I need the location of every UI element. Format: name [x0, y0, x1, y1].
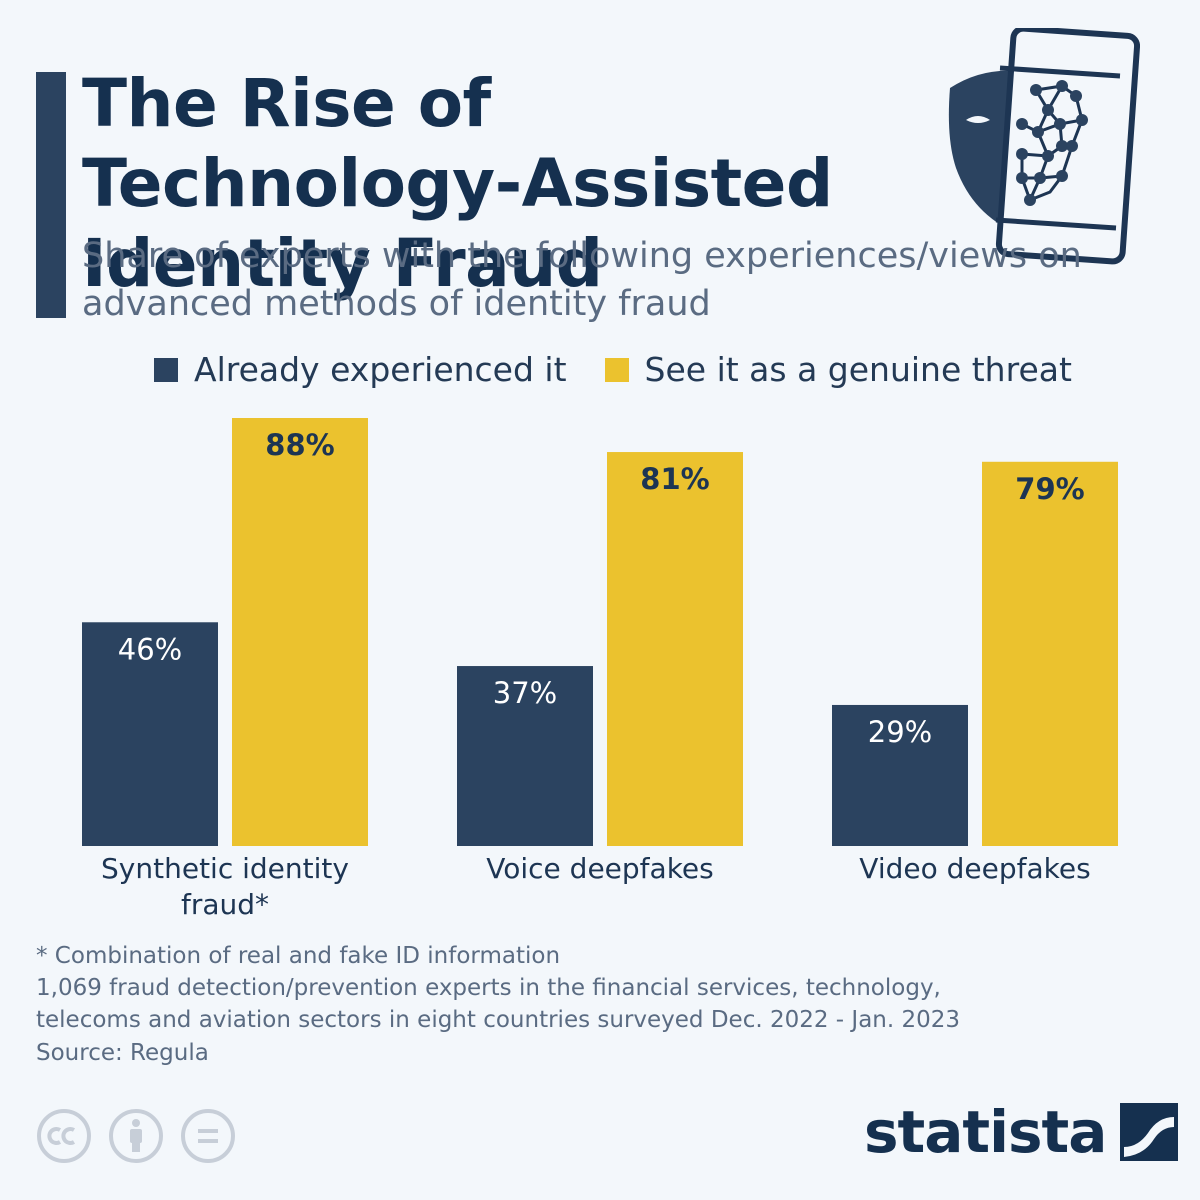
mask-phone-face-scan-icon	[948, 28, 1140, 265]
footnote-asterisk: * Combination of real and fake ID inform…	[36, 943, 561, 969]
data-label-experienced-1: 37%	[493, 676, 557, 710]
attribution-icon[interactable]	[108, 1108, 164, 1164]
category-label-0-line-1: fraud*	[181, 888, 269, 920]
legend-swatch-experienced	[154, 357, 178, 382]
legend: Already experienced it See it as a genui…	[154, 350, 1110, 389]
data-label-threat-1: 81%	[640, 462, 709, 496]
data-label-threat-0: 88%	[265, 428, 334, 462]
page-title: The Rise of Technology-Assisted Identity…	[82, 65, 833, 302]
license-icons	[36, 1108, 252, 1164]
data-label-experienced-2: 29%	[868, 715, 932, 749]
brand-name: statista	[864, 1098, 1107, 1166]
bar-experienced-2	[832, 704, 968, 846]
source-note: Source: Regula	[36, 1040, 209, 1066]
category-label-1-line-0: Voice deepfakes	[486, 852, 713, 885]
cc-icon[interactable]	[36, 1108, 92, 1164]
methodology-line-1: 1,069 fraud detection/prevention experts…	[36, 975, 941, 1001]
footnote: * Combination of real and fake ID inform…	[36, 940, 960, 1036]
data-label-experienced-0: 46%	[118, 632, 182, 666]
methodology-line-2: telecoms and aviation sectors in eight c…	[36, 1007, 961, 1033]
page-subtitle: Share of experts with the following expe…	[82, 236, 1082, 324]
legend-label-threat: See it as a genuine threat	[644, 350, 1072, 389]
legend-swatch-threat	[604, 357, 629, 382]
statista-logo[interactable]: statista	[864, 1098, 1179, 1166]
bar-experienced-0	[82, 622, 218, 846]
data-label-threat-2: 79%	[1015, 472, 1084, 506]
legend-label-experienced: Already experienced it	[194, 350, 567, 389]
legend-item-experienced: Already experienced it	[154, 350, 567, 389]
category-label-2-line-0: Video deepfakes	[859, 852, 1090, 885]
bar-threat-1	[607, 452, 743, 846]
legend-item-threat: See it as a genuine threat	[604, 350, 1072, 389]
bar-threat-2	[982, 461, 1118, 846]
bar-experienced-1	[457, 666, 593, 846]
category-label-0-line-0: Synthetic identity	[101, 852, 349, 885]
bar-threat-0	[232, 418, 368, 846]
accent-bar	[36, 72, 66, 318]
no-derivatives-icon[interactable]	[180, 1108, 236, 1164]
statista-mark-icon	[1120, 1103, 1179, 1161]
